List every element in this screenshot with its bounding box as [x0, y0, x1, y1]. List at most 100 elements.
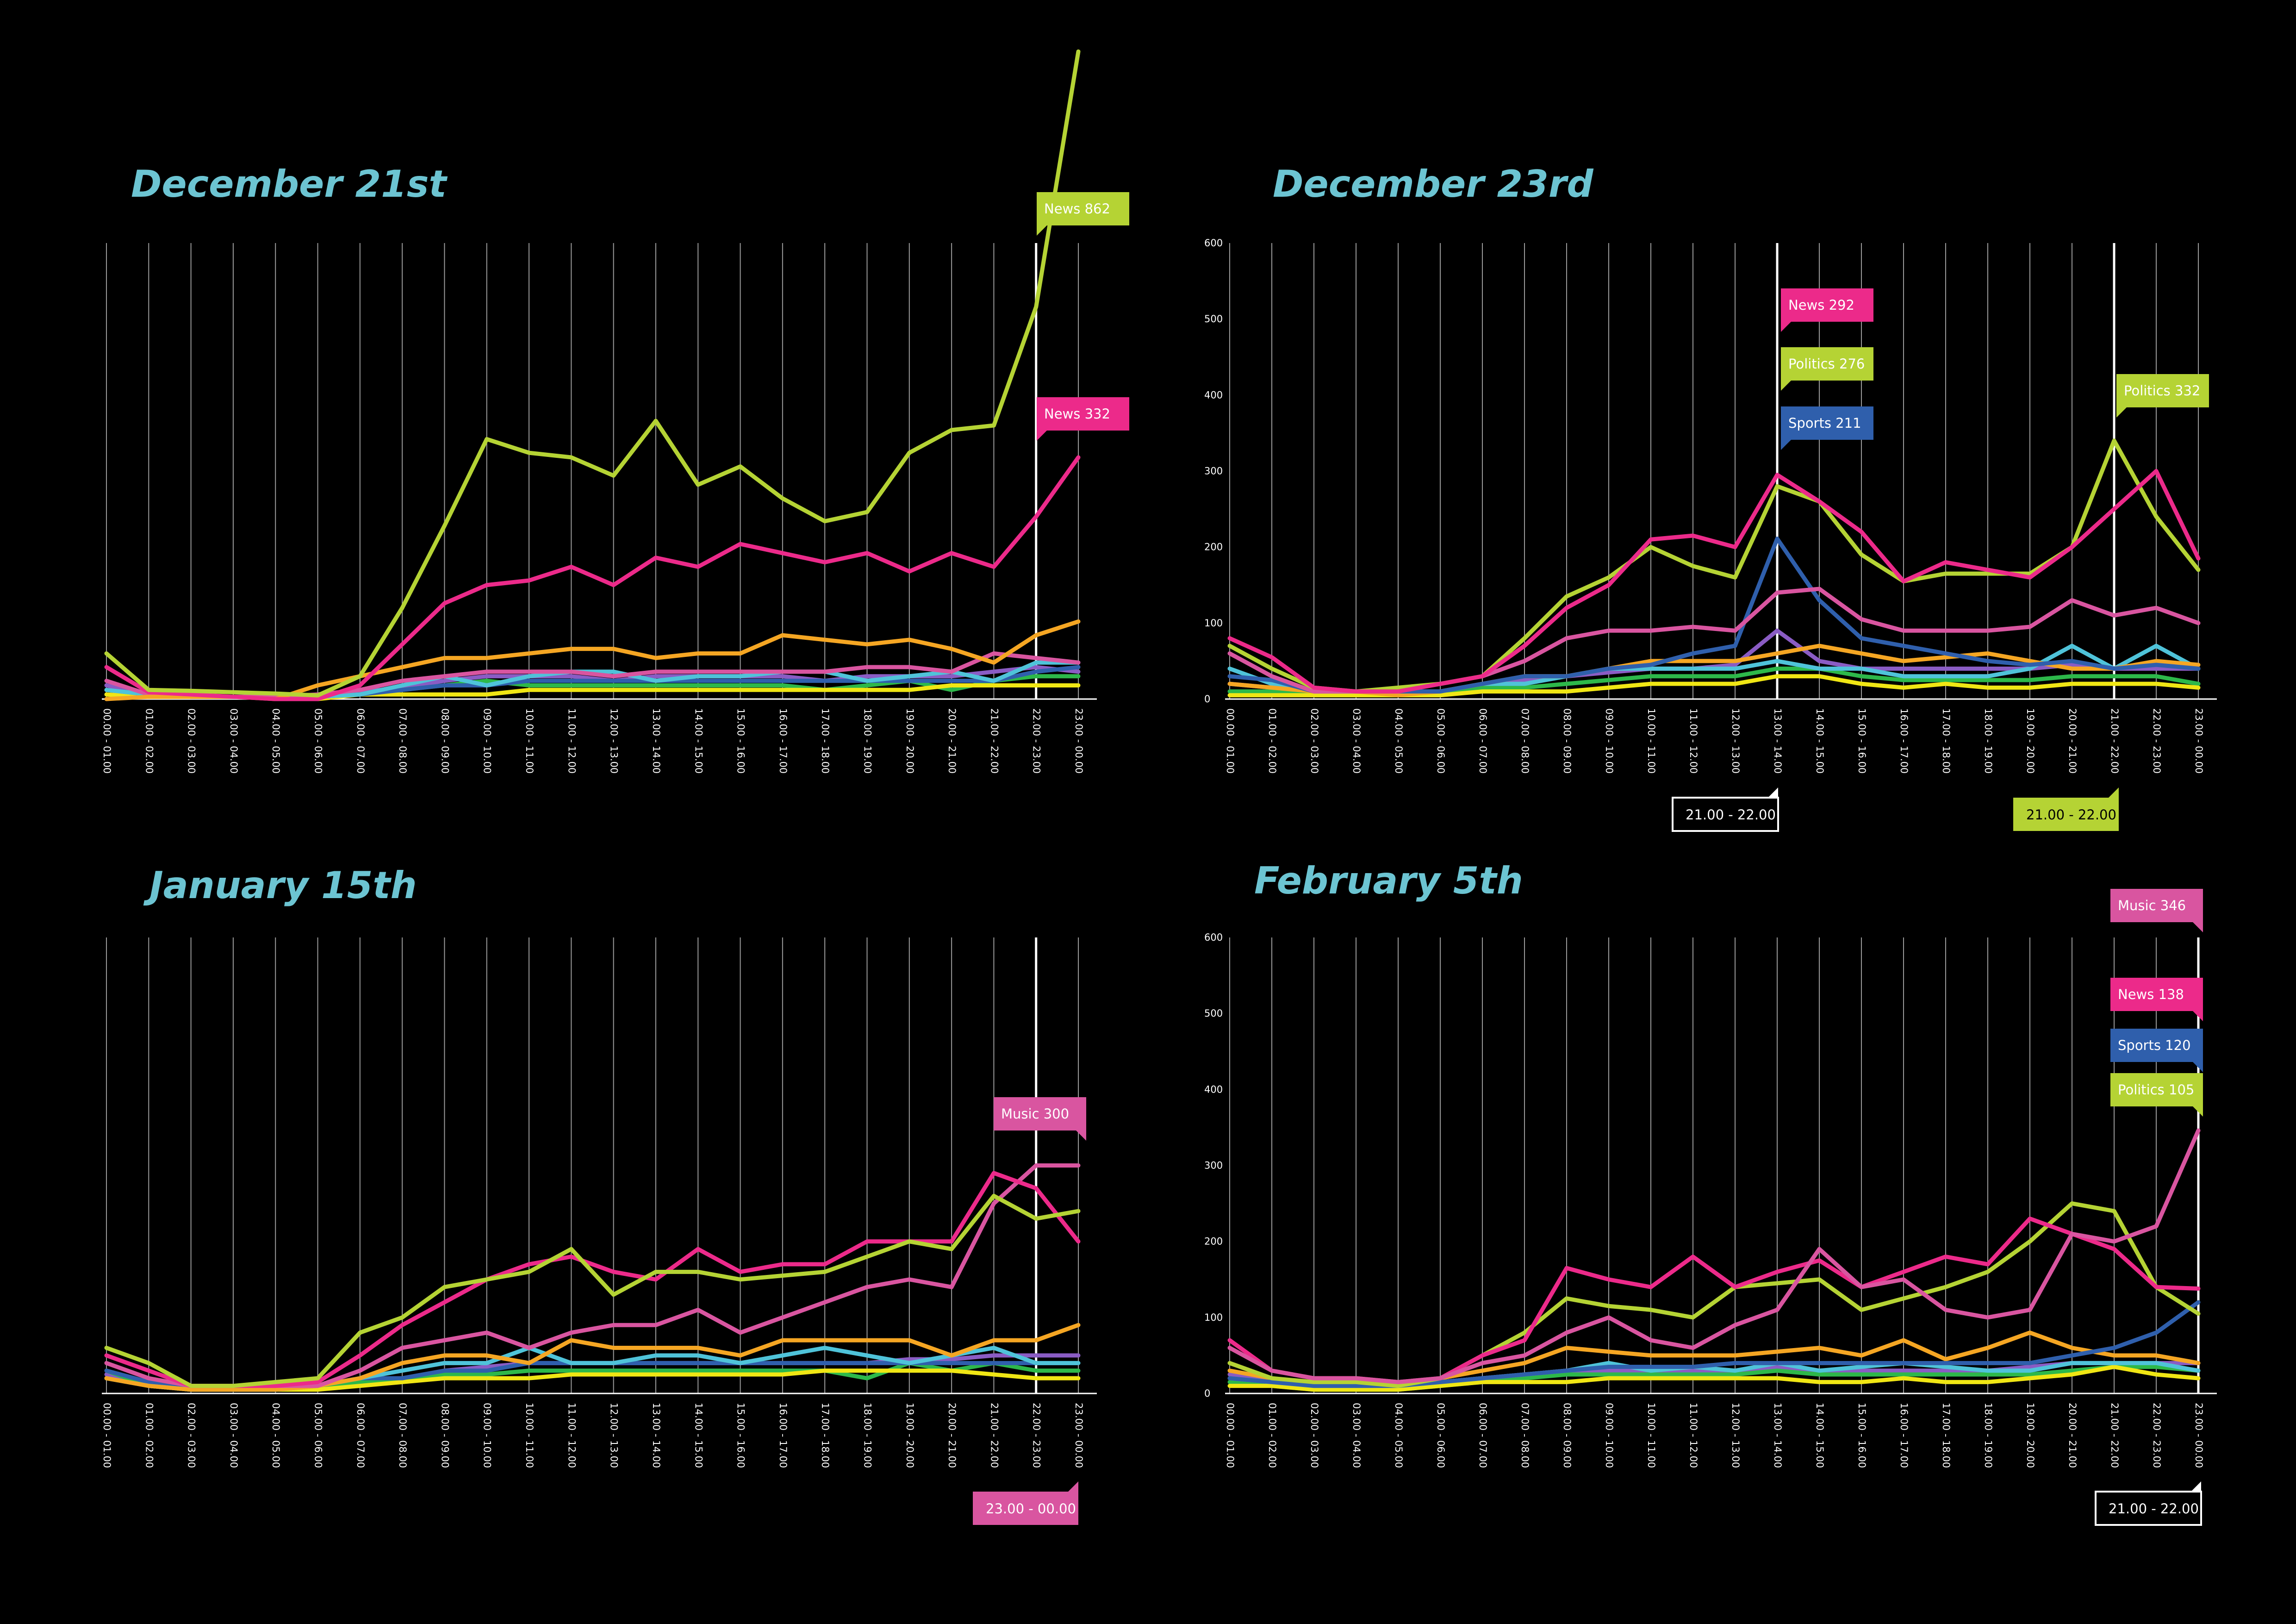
x-tick-label: 10.00 - 11.00 [524, 708, 535, 774]
y-tick-label: 100 [1204, 1312, 1223, 1323]
value-flag: News 292 [1781, 288, 1873, 332]
x-tick-label: 08.00 - 09.00 [1562, 708, 1573, 774]
x-tick-label: 17.00 - 18.00 [1941, 1403, 1952, 1468]
x-tick-label: 16.00 - 17.00 [1898, 1403, 1910, 1468]
x-tick-label: 20.00 - 21.00 [946, 708, 958, 774]
flag-box [2110, 1029, 2203, 1062]
chart-title: January 15th [143, 864, 417, 907]
x-tick-label: 03.00 - 04.00 [228, 708, 239, 774]
x-tick-label: 13.00 - 14.00 [1772, 708, 1783, 774]
x-tick-label: 19.00 - 20.00 [2025, 1403, 2036, 1468]
x-tick-label: 13.00 - 14.00 [651, 1403, 662, 1468]
x-tick-label: 03.00 - 04.00 [1351, 1403, 1362, 1468]
flag-label: News 292 [1788, 297, 1854, 313]
flag-box [2110, 978, 2203, 1011]
flag-notch [1037, 431, 1047, 441]
x-tick-label: 11.00 - 12.00 [1688, 1403, 1699, 1468]
x-tick-label: 07.00 - 08.00 [1519, 1403, 1531, 1468]
flag-notch [2193, 1062, 2203, 1072]
value-flag: News 138 [2110, 978, 2203, 1021]
flag-box [2116, 374, 2209, 407]
x-tick-label: 06.00 - 07.00 [1477, 1403, 1488, 1468]
y-tick-label: 200 [1204, 542, 1223, 553]
chart-title: December 23rd [1273, 162, 1593, 206]
x-tick-label: 06.00 - 07.00 [1477, 708, 1488, 774]
value-flag: Politics 105 [2110, 1073, 2203, 1117]
flag-box [994, 1097, 1086, 1131]
x-tick-label: 01.00 - 02.00 [1267, 708, 1278, 774]
time-label-text: 23.00 - 00.00 [986, 1501, 1076, 1517]
x-tick-label: 04.00 - 05.00 [1393, 1403, 1404, 1468]
x-tick-label: 12.00 - 13.00 [1730, 708, 1741, 774]
flag-label: Sports 120 [2118, 1037, 2191, 1053]
x-tick-label: 22.00 - 23.00 [2151, 708, 2162, 774]
x-tick-label: 20.00 - 21.00 [2067, 1403, 2078, 1468]
x-tick-label: 12.00 - 13.00 [609, 708, 620, 774]
x-tick-label: 14.00 - 15.00 [1814, 1403, 1825, 1468]
flag-notch [1781, 440, 1791, 450]
plot-area: 00.00 - 01.00 01.00 - 02.00 02.00 - 03.00 0… [101, 937, 1097, 1525]
chart-title: February 5th [1254, 859, 1523, 902]
x-tick-label: 20.00 - 21.00 [946, 1403, 958, 1468]
flag-notch [2193, 1011, 2203, 1021]
time-label-text: 21.00 - 22.00 [2109, 1501, 2199, 1517]
value-flag: News 332 [1037, 397, 1129, 441]
series-line-lime [104, 49, 1081, 698]
value-flag: Music 346 [2110, 889, 2203, 932]
y-tick-label: 400 [1204, 389, 1223, 400]
time-label-box [1672, 797, 1779, 832]
x-tick-label: 21.00 - 22.00 [2109, 1403, 2120, 1468]
y-tick-label: 0 [1204, 1388, 1210, 1399]
series-line-lime [1227, 1201, 2201, 1388]
x-tick-label: 08.00 - 09.00 [439, 708, 450, 774]
time-range-label: 21.00 - 22.00 [2013, 787, 2119, 831]
x-tick-label: 07.00 - 08.00 [1519, 708, 1531, 774]
x-tick-label: 09.00 - 10.00 [482, 1403, 493, 1468]
flag-label: Sports 211 [1788, 415, 1861, 431]
x-tick-label: 22.00 - 23.00 [1031, 1403, 1042, 1468]
x-tick-label: 02.00 - 03.00 [186, 1403, 197, 1468]
flag-label: Music 346 [2118, 898, 2186, 913]
x-tick-label: 23.00 - 00.00 [2193, 708, 2204, 774]
x-tick-label: 22.00 - 23.00 [2151, 1403, 2162, 1468]
x-tick-label: 11.00 - 12.00 [1688, 708, 1699, 774]
x-tick-label: 00.00 - 01.00 [101, 708, 112, 774]
y-tick-label: 500 [1204, 1008, 1223, 1019]
y-tick-label: 600 [1204, 932, 1223, 943]
x-tick-label: 00.00 - 01.00 [1225, 708, 1236, 774]
flag-box [1781, 347, 1873, 381]
flag-label: Politics 332 [2124, 383, 2200, 399]
x-tick-label: 21.00 - 22.00 [989, 708, 1000, 774]
x-tick-label: 17.00 - 18.00 [1941, 708, 1952, 774]
y-tick-label: 500 [1204, 313, 1223, 325]
x-tick-label: 15.00 - 16.00 [735, 708, 747, 774]
chart-panel-january-15th: January 15th 00.00 - 01.00 01.00 - 02.00 0… [101, 864, 1097, 1525]
flag-notch [1781, 381, 1791, 391]
x-tick-label: 18.00 - 19.00 [862, 708, 873, 774]
x-tick-label: 05.00 - 06.00 [1435, 1403, 1446, 1468]
time-label-notch [2109, 787, 2119, 798]
x-tick-label: 10.00 - 11.00 [1646, 708, 1657, 774]
x-tick-label: 20.00 - 21.00 [2067, 708, 2078, 774]
x-tick-label: 03.00 - 04.00 [1351, 708, 1362, 774]
plot-area: 00.00 - 01.00 01.00 - 02.00 02.00 - 03.00 0… [1204, 889, 2217, 1526]
x-tick-label: 14.00 - 15.00 [693, 708, 704, 774]
series-line-lime [104, 1193, 1081, 1388]
time-range-label: 21.00 - 22.00 [1672, 787, 1779, 832]
x-tick-label: 06.00 - 07.00 [355, 708, 366, 774]
flag-label: Politics 105 [2118, 1082, 2194, 1098]
chart-panel-december-21st: December 21st 00.00 - 01.00 01.00 - 02.00… [101, 49, 1129, 774]
time-range-label: 23.00 - 00.00 [973, 1481, 1078, 1525]
x-tick-label: 04.00 - 05.00 [1393, 708, 1404, 774]
y-tick-label: 300 [1204, 466, 1223, 477]
x-tick-label: 03.00 - 04.00 [228, 1403, 239, 1468]
x-tick-label: 07.00 - 08.00 [397, 1403, 408, 1468]
chart-panel-december-23rd: December 23rd 00.00 - 01.00 01.00 - 02.00… [1204, 162, 2217, 832]
flag-label: Politics 276 [1788, 356, 1865, 372]
x-tick-label: 12.00 - 13.00 [609, 1403, 620, 1468]
x-tick-label: 19.00 - 20.00 [904, 1403, 915, 1468]
flag-label: News 332 [1044, 406, 1110, 422]
x-tick-label: 02.00 - 03.00 [186, 708, 197, 774]
x-tick-label: 15.00 - 16.00 [735, 1403, 747, 1468]
series-line-orange [104, 1323, 1081, 1392]
